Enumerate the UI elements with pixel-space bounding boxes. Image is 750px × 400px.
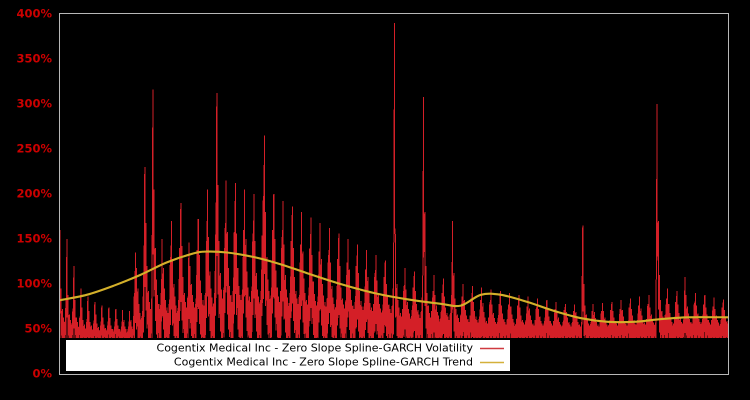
y-axis-tick-label: 250% (16, 142, 52, 156)
y-axis-tick-label: 100% (16, 277, 52, 291)
legend-background (66, 340, 510, 371)
y-axis-tick-label: 400% (16, 7, 52, 21)
legend-label-trend: Cogentix Medical Inc - Zero Slope Spline… (174, 356, 473, 369)
y-axis-tick-label: 200% (16, 187, 52, 201)
y-axis-tick-label: 0% (32, 367, 52, 381)
volatility-series-line (60, 22, 728, 339)
y-axis-tick-label: 50% (24, 322, 52, 336)
legend-label-volatility: Cogentix Medical Inc - Zero Slope Spline… (157, 342, 474, 355)
y-axis-tick-label: 300% (16, 97, 52, 111)
chart-legend[interactable]: Cogentix Medical Inc - Zero Slope Spline… (66, 340, 510, 371)
y-axis-tick-labels: 400% 350% 300% 250% 200% 150% 100% 50% 0% (16, 7, 52, 381)
plot-area-border (59, 13, 729, 375)
y-axis-tick-label: 350% (16, 52, 52, 66)
trend-series-line (60, 250, 728, 324)
y-axis-tick-label: 150% (16, 232, 52, 246)
